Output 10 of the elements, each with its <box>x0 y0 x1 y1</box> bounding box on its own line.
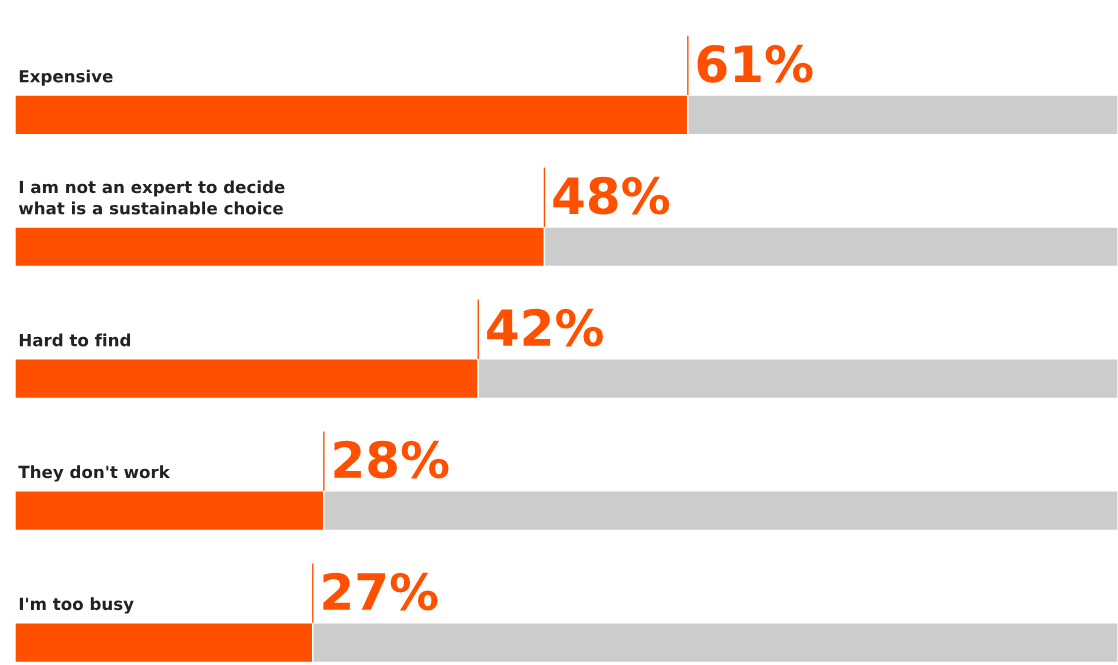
y-tick-label: Hard to find <box>19 333 131 347</box>
y-tick-label: I'm too busy <box>19 597 134 614</box>
data-label: 61% <box>697 44 813 83</box>
y-tick-label: Expensive <box>19 69 113 86</box>
data-label: 48% <box>553 176 670 215</box>
data-label: 42% <box>487 308 603 347</box>
data-label: 27% <box>323 572 438 611</box>
y-tick-label: They don't work <box>18 465 171 482</box>
y-tick-label: I am not an expert to decide what is a sustainable choice <box>18 180 285 215</box>
data-label: 28% <box>334 440 449 479</box>
